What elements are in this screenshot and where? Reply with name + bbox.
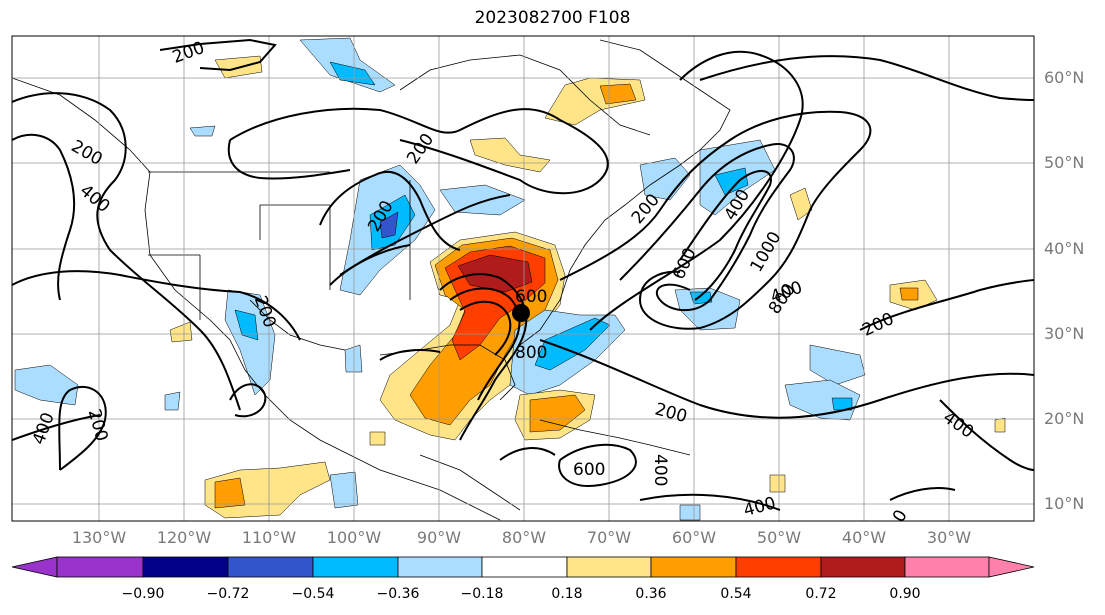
lon-label: 80°W [501, 528, 547, 547]
colorbar-tick-label: −0.18 [460, 586, 504, 602]
lat-lon-grid [12, 36, 1034, 521]
map-border [11, 35, 1035, 522]
colorbar-tick-label: −0.72 [206, 586, 250, 602]
map-title: 2023082700 F108 [474, 8, 631, 28]
lat-label: 40°N [1044, 239, 1085, 258]
lon-label: 90°W [416, 528, 462, 547]
colorbar-tick-label: 0.54 [720, 586, 752, 602]
colorbar [11, 556, 1035, 578]
contour-label: 600 [573, 460, 605, 480]
colorbar-segment [11, 556, 58, 578]
lon-label: 50°W [756, 528, 802, 547]
colorbar-segment [481, 556, 568, 578]
storm-center-dot [512, 304, 530, 322]
lat-label: 60°N [1044, 68, 1085, 87]
colorbar-tick-label: −0.90 [121, 586, 165, 602]
lat-label: 20°N [1044, 409, 1085, 428]
lat-label: 30°N [1044, 324, 1085, 343]
lat-label: 50°N [1044, 153, 1085, 172]
colorbar-segment [312, 556, 399, 578]
colorbar-segment [142, 556, 229, 578]
colorbar-tick-label: −0.36 [376, 586, 420, 602]
lon-label: 30°W [926, 528, 972, 547]
colorbar-tick-label: 0.72 [805, 586, 837, 602]
colorbar-segment [566, 556, 652, 578]
colorbar-segment [397, 556, 483, 578]
colorbar-segment [227, 556, 314, 578]
contour-label: 400 [650, 454, 670, 486]
lon-label: 40°W [841, 528, 887, 547]
lon-label: 100°W [326, 528, 382, 547]
colorbar-tick-label: 0.18 [551, 586, 583, 602]
lon-label: 70°W [586, 528, 632, 547]
colorbar-segment [904, 556, 990, 578]
colorbar-segment [988, 556, 1035, 578]
lat-label: 10°N [1044, 494, 1085, 513]
lon-label: 130°W [71, 528, 127, 547]
contour-label: 800 [515, 343, 547, 363]
colorbar-segment [820, 556, 906, 578]
colorbar-tick-label: 0.90 [889, 586, 921, 602]
colorbar-segment [735, 556, 822, 578]
lon-label: 60°W [671, 528, 717, 547]
colorbar-tick-label: −0.54 [291, 586, 335, 602]
colorbar-segment [650, 556, 737, 578]
lon-label: 110°W [241, 528, 297, 547]
map-panel: 200 200 400 200 200 200 400 1000 800 600… [12, 36, 1034, 521]
contour-label: 600 [515, 287, 547, 307]
colorbar-segment [56, 556, 144, 578]
height-contours [12, 38, 1034, 511]
colorbar-tick-label: 0.36 [635, 586, 667, 602]
lon-label: 120°W [156, 528, 212, 547]
